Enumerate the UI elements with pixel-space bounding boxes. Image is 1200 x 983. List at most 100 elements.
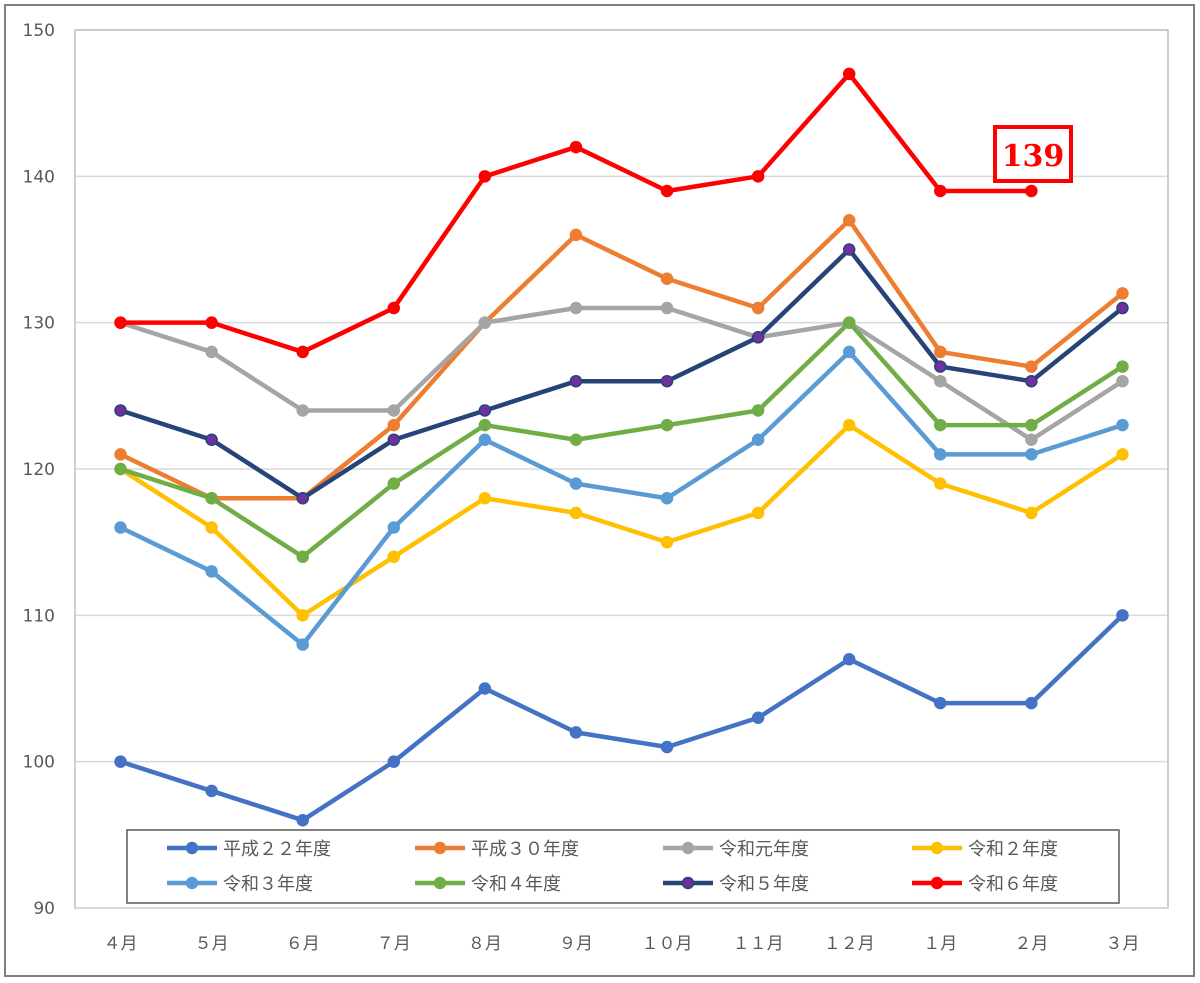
data-point (569, 433, 583, 446)
legend-entry: 令和元年度 (663, 839, 809, 860)
callout-box (993, 125, 1073, 183)
data-point (1025, 418, 1038, 432)
y-tick-label: 140 (23, 167, 55, 187)
data-point (478, 418, 492, 432)
data-point (478, 682, 492, 695)
data-point (205, 521, 218, 534)
y-tick-label: 100 (23, 753, 55, 773)
legend-entry: 平成３０年度 (415, 839, 579, 860)
x-tick-label: ２月 (1014, 934, 1048, 954)
legend-swatch-marker (930, 876, 944, 890)
x-tick-label: ６月 (286, 934, 320, 954)
data-point (205, 784, 218, 798)
data-point (296, 404, 309, 417)
data-point (114, 462, 127, 476)
y-tick-label: 130 (23, 314, 55, 334)
data-point (934, 184, 947, 198)
callout-label: 139 (1002, 139, 1065, 174)
x-tick-label: １１月 (733, 934, 784, 954)
data-point (842, 213, 856, 227)
legend-label: 令和３年度 (223, 874, 313, 895)
data-point (569, 140, 583, 154)
data-point (934, 345, 947, 359)
x-tick-label: ８月 (468, 934, 502, 954)
data-point (1116, 360, 1129, 373)
x-axis-ticks: ４月 ５月 ６月 ７月 ８月 ９月 １０月 １１月 １２月 １月 ２月 ３月 (104, 934, 1140, 954)
data-point (660, 740, 674, 754)
legend-swatch-marker (185, 876, 199, 890)
data-point (569, 374, 583, 388)
legend-swatch-marker (185, 841, 199, 855)
x-tick-label: １月 (923, 934, 957, 954)
x-tick-label: ９月 (559, 934, 593, 954)
data-point (1116, 374, 1129, 388)
x-tick-label: ７月 (377, 934, 411, 954)
data-point (478, 492, 492, 505)
series-5 (114, 316, 1129, 564)
data-point (114, 316, 127, 329)
series-line (118, 422, 1125, 618)
data-point (387, 433, 401, 446)
series-4 (114, 345, 1129, 651)
data-point (478, 404, 492, 417)
series-line (118, 247, 1125, 501)
series-lines (114, 67, 1129, 827)
data-point (1025, 696, 1038, 710)
legend-entry: 令和２年度 (912, 839, 1058, 860)
series-line (118, 320, 1125, 560)
data-point (205, 316, 218, 329)
value-callout: 139 (993, 125, 1073, 183)
data-point (1025, 448, 1038, 461)
data-point (387, 550, 401, 564)
data-point (660, 492, 674, 505)
data-point (296, 550, 309, 564)
legend-label: 令和元年度 (719, 839, 809, 860)
data-point (660, 418, 674, 432)
data-point (387, 755, 401, 768)
data-point (114, 448, 127, 461)
x-tick-label: １０月 (642, 934, 693, 954)
data-point (1025, 506, 1038, 520)
legend-swatch-marker (433, 876, 447, 890)
data-point (842, 418, 856, 432)
x-tick-label: １２月 (824, 934, 875, 954)
data-point (478, 316, 492, 329)
y-axis-ticks: 90 100 110 120 130 140 150 (23, 21, 55, 919)
data-point (1116, 609, 1129, 622)
data-point (569, 301, 583, 315)
data-point (934, 374, 947, 388)
data-point (934, 418, 947, 432)
data-point (934, 696, 947, 710)
data-point (296, 492, 309, 505)
data-point (569, 228, 583, 242)
data-point (1116, 287, 1129, 300)
legend-swatch-marker (433, 841, 447, 855)
series-1 (114, 213, 1129, 505)
data-point (205, 565, 218, 578)
data-point (205, 345, 218, 359)
y-tick-label: 110 (23, 606, 55, 626)
data-point (569, 506, 583, 520)
data-point (842, 243, 856, 256)
y-tick-label: 120 (23, 460, 55, 480)
data-point (660, 184, 674, 198)
legend-swatch-marker (681, 876, 695, 890)
data-point (751, 711, 765, 725)
legend-entry: 平成２２年度 (167, 839, 331, 860)
data-point (1025, 360, 1038, 373)
data-point (751, 506, 765, 520)
legend-entry: 令和５年度 (663, 874, 809, 895)
data-point (205, 433, 218, 446)
data-point (478, 433, 492, 446)
legend-swatch-marker (681, 841, 695, 855)
data-point (751, 433, 765, 446)
legend-label: 平成３０年度 (471, 839, 579, 860)
data-point (387, 418, 401, 432)
data-point (478, 170, 492, 183)
data-point (296, 345, 309, 359)
legend-label: 令和５年度 (719, 874, 809, 895)
data-point (205, 492, 218, 505)
data-point (387, 301, 401, 315)
